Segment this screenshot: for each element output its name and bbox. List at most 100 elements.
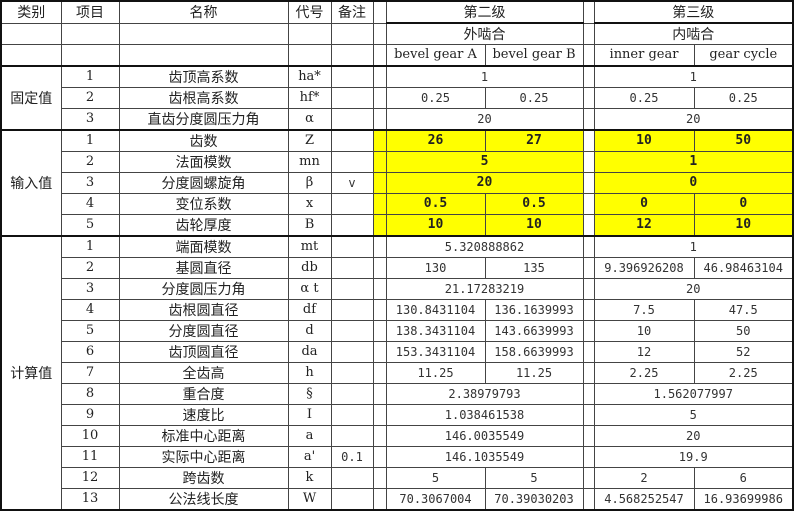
parameter-name: 基圆直径: [118, 256, 289, 279]
spacer-cell: [372, 403, 387, 426]
item-index: 1: [60, 64, 120, 88]
bevel-gear-b-value: 5: [484, 466, 584, 489]
bevel-gear-b-value: 135: [484, 256, 584, 279]
gear-cycle-value: 2.25: [693, 361, 794, 384]
empty-cell: [60, 22, 120, 45]
bevel-gear-b-value: 11.25: [484, 361, 584, 384]
parameter-name: 端面模数: [118, 234, 289, 258]
spacer-cell: [582, 171, 595, 194]
table-row: 2 法面模数 mn 5 1: [1, 150, 794, 173]
table-row: 6 齿顶圆直径 da 153.3431104 158.6639993 12 52: [1, 340, 794, 363]
parameter-note: [330, 192, 374, 215]
parameter-code: da: [287, 340, 332, 363]
parameter-name: 分度圆压力角: [118, 277, 289, 300]
spacer-cell: [582, 86, 595, 109]
stage3-value: 20: [593, 107, 794, 131]
inner-gear-value: 9.396926208: [593, 256, 695, 279]
parameter-name: 齿顶高系数: [118, 64, 289, 88]
parameter-note: [330, 128, 374, 152]
spacer-cell: [372, 64, 387, 88]
item-index: 2: [60, 150, 120, 173]
spacer-cell: [372, 234, 387, 258]
parameter-note: [330, 256, 374, 279]
empty-cell: [330, 22, 374, 45]
stage2-value: 1.038461538: [385, 403, 584, 426]
parameter-code: h: [287, 361, 332, 384]
gear-cycle-value: 46.98463104: [693, 256, 794, 279]
spacer-cell: [372, 128, 387, 152]
table-row: 3 分度圆压力角 α t 21.17283219 20: [1, 277, 794, 300]
spacer-cell: [582, 213, 595, 237]
parameter-name: 齿轮厚度: [118, 213, 289, 237]
parameter-name: 齿数: [118, 128, 289, 152]
stage3-value: 1: [593, 150, 794, 173]
bevel-gear-a-value: 11.25: [385, 361, 486, 384]
spacer-cell: [582, 256, 595, 279]
table-row: 4 齿根圆直径 df 130.8431104 136.1639993 7.5 47.5: [1, 298, 794, 321]
parameter-note: [330, 277, 374, 300]
item-index: 12: [60, 466, 120, 489]
item-index: 10: [60, 424, 120, 447]
spacer-cell: [582, 128, 595, 152]
empty-cell: [118, 43, 289, 67]
spacer-cell: [582, 382, 595, 405]
parameter-note: [330, 150, 374, 173]
empty-cell: [60, 43, 120, 67]
spacer-cell: [372, 298, 387, 321]
bevel-gear-a-value: 5: [385, 466, 486, 489]
parameter-code: hf*: [287, 86, 332, 109]
bevel-gear-b-value: 136.1639993: [484, 298, 584, 321]
parameter-name: 重合度: [118, 382, 289, 405]
stage2-value: 5: [385, 150, 584, 173]
parameter-code: db: [287, 256, 332, 279]
stage2-value: 21.17283219: [385, 277, 584, 300]
inner-gear-value: 10: [593, 128, 695, 152]
spacer-cell: [372, 445, 387, 468]
item-index: 11: [60, 445, 120, 468]
parameter-note: [330, 466, 374, 489]
parameter-note: [330, 107, 374, 131]
inner-gear-value: 12: [593, 213, 695, 237]
stage3-value: 0: [593, 171, 794, 194]
header-code: 代号: [287, 0, 332, 24]
item-index: 9: [60, 403, 120, 426]
spacer-cell: [372, 43, 387, 67]
item-index: 5: [60, 213, 120, 237]
parameter-code: β: [287, 171, 332, 194]
item-index: 13: [60, 487, 120, 511]
parameter-note: [330, 86, 374, 109]
bevel-gear-a-value: 130: [385, 256, 486, 279]
spacer-cell: [372, 466, 387, 489]
spacer-cell: [372, 382, 387, 405]
spacer-cell: [372, 361, 387, 384]
spacer-cell: [582, 298, 595, 321]
category-label: 计算值: [0, 234, 62, 511]
parameter-name: 分度圆直径: [118, 319, 289, 342]
spacer-cell: [582, 192, 595, 215]
inner-gear-value: 2.25: [593, 361, 695, 384]
table-row: 12 跨齿数 k 5 5 2 6: [1, 466, 794, 489]
stage2-value: 5.320888862: [385, 234, 584, 258]
parameter-code: §: [287, 382, 332, 405]
parameter-name: 全齿高: [118, 361, 289, 384]
spacer-cell: [582, 487, 595, 511]
parameter-code: B: [287, 213, 332, 237]
header-stage2: 第二级: [385, 0, 584, 24]
bevel-gear-b-value: 10: [484, 213, 584, 237]
parameter-name: 跨齿数: [118, 466, 289, 489]
spacer-cell: [372, 171, 387, 194]
empty-cell: [287, 43, 332, 67]
item-index: 1: [60, 234, 120, 258]
item-index: 4: [60, 298, 120, 321]
parameter-code: a': [287, 445, 332, 468]
parameter-note: 0.1: [330, 445, 374, 468]
gear-cycle-value: 10: [693, 213, 794, 237]
parameter-code: mn: [287, 150, 332, 173]
spacer-cell: [582, 361, 595, 384]
bevel-gear-b-value: 0.25: [484, 86, 584, 109]
parameter-note: [330, 487, 374, 511]
category-label: 输入值: [0, 128, 62, 237]
bevel-gear-a-value: 70.3067004: [385, 487, 486, 511]
parameter-code: ha*: [287, 64, 332, 88]
